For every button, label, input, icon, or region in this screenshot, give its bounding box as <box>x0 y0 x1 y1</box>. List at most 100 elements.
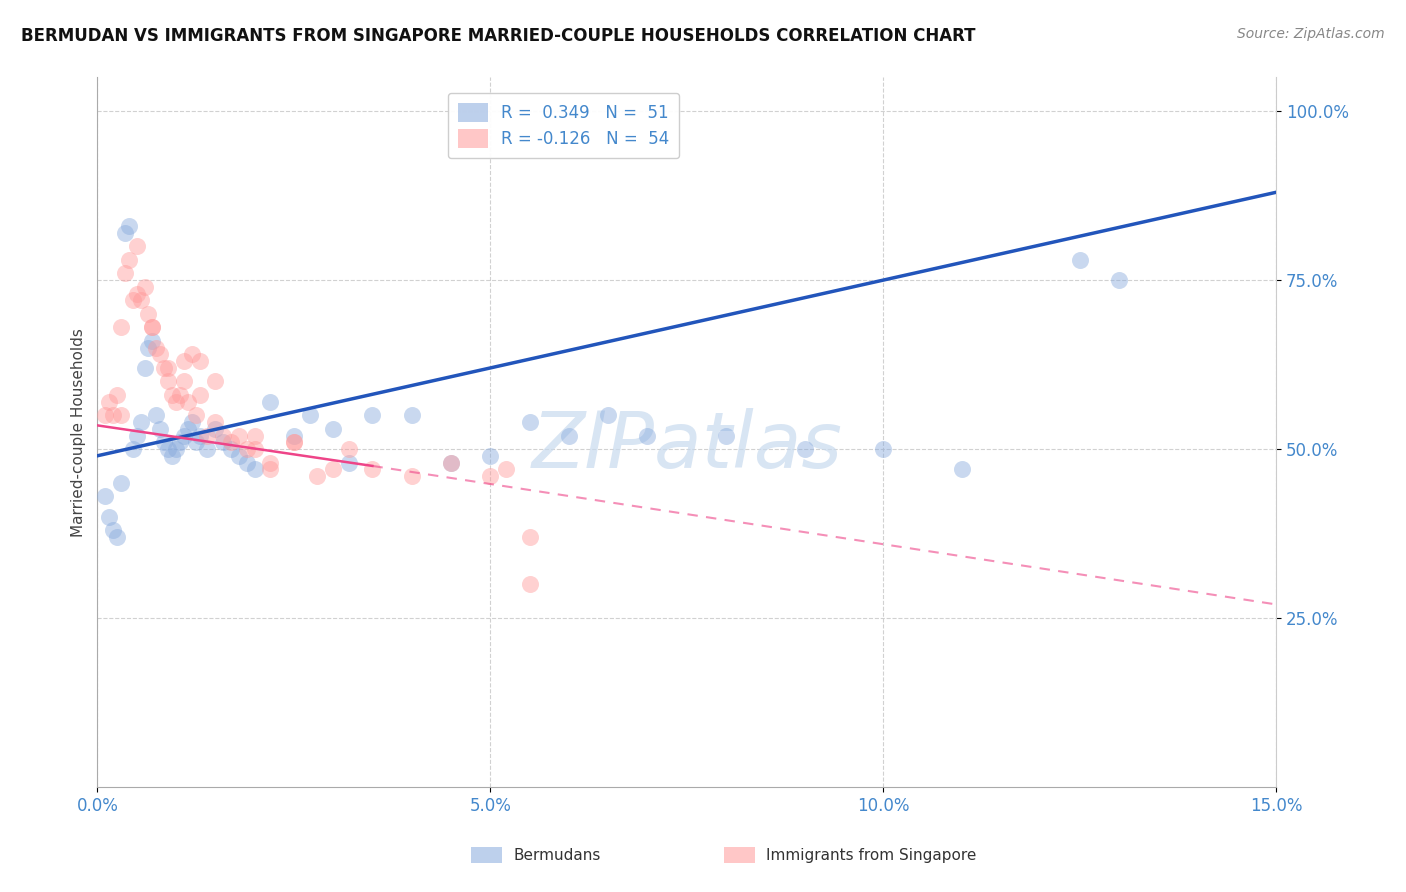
Point <box>188 428 211 442</box>
Point <box>114 226 136 240</box>
Point <box>195 442 218 456</box>
Point <box>188 388 211 402</box>
Point <box>479 469 502 483</box>
Point <box>401 409 423 423</box>
Point <box>283 428 305 442</box>
Point <box>134 280 156 294</box>
Point <box>98 394 121 409</box>
Point <box>337 456 360 470</box>
Point <box>153 361 176 376</box>
Point <box>110 475 132 490</box>
Point <box>204 422 226 436</box>
Point <box>259 394 281 409</box>
Point <box>212 435 235 450</box>
Point <box>173 375 195 389</box>
Point <box>121 293 143 308</box>
Point <box>145 409 167 423</box>
Point <box>165 442 187 456</box>
Point <box>118 252 141 267</box>
Point <box>204 375 226 389</box>
Point <box>235 442 257 456</box>
Point <box>149 422 172 436</box>
Point <box>322 462 344 476</box>
Point <box>169 388 191 402</box>
Point <box>259 462 281 476</box>
Point <box>180 415 202 429</box>
Point <box>118 219 141 233</box>
Point <box>235 456 257 470</box>
Y-axis label: Married-couple Households: Married-couple Households <box>72 327 86 537</box>
Text: BERMUDAN VS IMMIGRANTS FROM SINGAPORE MARRIED-COUPLE HOUSEHOLDS CORRELATION CHAR: BERMUDAN VS IMMIGRANTS FROM SINGAPORE MA… <box>21 27 976 45</box>
Point <box>177 422 200 436</box>
Point <box>298 409 321 423</box>
Point <box>153 435 176 450</box>
Point <box>872 442 894 456</box>
Point <box>1069 252 1091 267</box>
Point <box>165 394 187 409</box>
Point <box>219 435 242 450</box>
Point <box>125 286 148 301</box>
Point <box>243 442 266 456</box>
Point <box>519 577 541 591</box>
Text: Bermudans: Bermudans <box>513 848 600 863</box>
Point <box>141 334 163 348</box>
Point <box>440 456 463 470</box>
Point <box>195 428 218 442</box>
Point <box>101 409 124 423</box>
Point <box>110 320 132 334</box>
Point <box>157 442 180 456</box>
Point <box>184 435 207 450</box>
Point <box>228 449 250 463</box>
Point <box>173 354 195 368</box>
Point <box>184 409 207 423</box>
Point <box>219 442 242 456</box>
Point <box>243 428 266 442</box>
Point <box>98 509 121 524</box>
Point <box>121 442 143 456</box>
Point <box>138 307 160 321</box>
Point <box>125 428 148 442</box>
Point <box>212 428 235 442</box>
Point <box>337 442 360 456</box>
Point <box>129 293 152 308</box>
Point <box>714 428 737 442</box>
Point <box>129 415 152 429</box>
Point <box>105 530 128 544</box>
Point <box>479 449 502 463</box>
Point <box>125 239 148 253</box>
Point <box>495 462 517 476</box>
Point <box>101 523 124 537</box>
Point <box>138 341 160 355</box>
Point <box>228 428 250 442</box>
Point <box>141 320 163 334</box>
Point <box>180 347 202 361</box>
Point <box>558 428 581 442</box>
Point <box>950 462 973 476</box>
Point <box>177 394 200 409</box>
Point <box>149 347 172 361</box>
Point <box>307 469 329 483</box>
Point <box>157 375 180 389</box>
Text: Source: ZipAtlas.com: Source: ZipAtlas.com <box>1237 27 1385 41</box>
Point <box>361 462 384 476</box>
Point <box>141 320 163 334</box>
Point <box>283 435 305 450</box>
Point <box>636 428 658 442</box>
Point <box>361 409 384 423</box>
Point <box>1108 273 1130 287</box>
Point <box>519 415 541 429</box>
Point <box>440 456 463 470</box>
Text: Immigrants from Singapore: Immigrants from Singapore <box>766 848 977 863</box>
Point <box>401 469 423 483</box>
Point <box>114 266 136 280</box>
Point <box>259 456 281 470</box>
Point <box>243 462 266 476</box>
Text: ZIPatlas: ZIPatlas <box>531 409 842 484</box>
Point <box>134 361 156 376</box>
Point <box>110 409 132 423</box>
Point <box>322 422 344 436</box>
Point <box>188 354 211 368</box>
Point <box>169 435 191 450</box>
Point <box>160 449 183 463</box>
Point <box>283 435 305 450</box>
